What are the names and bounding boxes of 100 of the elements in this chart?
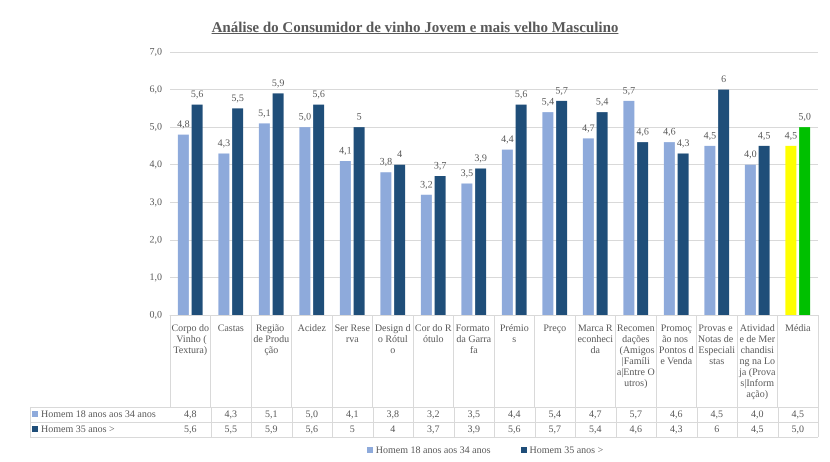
data-label: 3,8 (386, 408, 400, 422)
data-label: 3,7 (426, 423, 440, 437)
bar (799, 127, 810, 315)
bar (637, 142, 648, 315)
data-label: 4,3 (224, 408, 238, 422)
y-tick-label: 6,0 (150, 84, 162, 96)
bar (678, 153, 689, 315)
x-tick-label: Design do Rótulo (374, 323, 411, 356)
text: 5,6 (312, 89, 325, 100)
data-label: 5 (348, 423, 356, 437)
y-tick-label: 3,0 (150, 196, 162, 208)
text: 6 (721, 74, 726, 86)
data-label: 5,9 (264, 423, 278, 437)
data-label: 3,5 (466, 408, 481, 422)
bar (313, 104, 324, 315)
y-tick-label: 2,0 (150, 234, 162, 246)
chart-title: Análise do Consumidor de vinho Jovem e mais velho Masculino (210, 20, 620, 37)
bar (232, 108, 244, 315)
text: 4,5 (784, 130, 798, 142)
data-label: 4,6 (669, 408, 684, 422)
bar (178, 134, 189, 315)
text: 4,0 (744, 149, 757, 160)
bar (218, 153, 230, 315)
text: 4,6 (636, 126, 649, 138)
bar (272, 93, 284, 315)
y-tick-label: 1,0 (150, 272, 162, 283)
x-tick-label: Provas e Notas de Especialistas (698, 323, 736, 367)
bar (596, 112, 608, 315)
text: 4,5 (704, 130, 716, 142)
bar (461, 184, 472, 315)
x-tick-label: Formato da Garrafa (456, 323, 492, 356)
text: 5,1 (258, 108, 271, 119)
x-tick-label: Média (784, 323, 812, 334)
text: 5,0 (798, 112, 811, 123)
data-label: 6 (713, 423, 720, 437)
x-tick-label: Prémios (500, 323, 529, 345)
data-label: 4,7 (588, 408, 602, 422)
x-tick-label: Preço (543, 323, 566, 334)
x-tick-label: Região de Produção (253, 323, 290, 356)
text: 5,6 (190, 89, 204, 100)
data-label: 4,5 (750, 423, 764, 437)
data-label: 5,4 (588, 423, 602, 437)
text: 3,2 (420, 179, 433, 190)
y-tick-label: 5,0 (150, 122, 162, 133)
bar (394, 164, 406, 315)
x-tick-label: Marca Reconhecida (577, 323, 614, 356)
text: 5,7 (622, 85, 636, 96)
x-tick-label: Ser Reserva (334, 323, 370, 345)
bar (420, 194, 432, 315)
data-label: 5,7 (628, 408, 643, 422)
text: 5,4 (542, 96, 554, 108)
data-label: 4 (389, 423, 396, 437)
text: 4,4 (501, 134, 514, 146)
x-tick-label: Acidez (298, 323, 326, 334)
x-tick-label: Corpo do Vinho (Textura) (172, 323, 209, 356)
text: 5,4 (596, 96, 608, 108)
bar (744, 164, 756, 315)
text: 3,7 (434, 160, 446, 172)
text: 4,7 (582, 122, 595, 134)
text: 4,3 (676, 138, 690, 149)
text: 5,6 (514, 89, 528, 100)
data-label: 4,5 (710, 408, 724, 422)
y-tick-label: 7,0 (150, 46, 162, 58)
data-label: 4,1 (345, 408, 360, 422)
y-tick-label: 4,0 (150, 159, 162, 170)
bar (718, 90, 730, 315)
text: 4,6 (663, 126, 676, 138)
data-label: 5,6 (183, 423, 198, 437)
bar (556, 100, 568, 315)
x-tick-label: Recomendações (Amigos|Família|Entre Outros) (616, 323, 655, 389)
data-label: 4,4 (507, 408, 522, 422)
text: 3,5 (460, 168, 474, 179)
bar (582, 138, 594, 315)
text: 5 (356, 112, 362, 123)
bar (354, 127, 365, 315)
data-label: 4,5 (790, 408, 805, 422)
text: 4,3 (218, 138, 230, 149)
bar (380, 172, 392, 315)
data-label: 4,0 (750, 408, 764, 422)
data-label: 5,6 (304, 423, 319, 437)
bar (758, 146, 770, 315)
bar (340, 160, 351, 315)
data-label: 3,2 (426, 408, 440, 422)
text: Homem 35 anos > (41, 424, 115, 435)
text: 4,5 (758, 130, 770, 142)
bar (258, 123, 270, 315)
bar (704, 146, 716, 315)
text: 4,1 (339, 145, 352, 156)
bar (502, 150, 513, 315)
text: 5,7 (555, 85, 568, 96)
text: 4 (397, 149, 402, 160)
data-label: 4,8 (183, 408, 198, 422)
x-tick-label: Atividade de Merchandising na Loja (Provas|Informação) (738, 323, 776, 400)
data-label: 4,3 (669, 423, 684, 437)
bar (299, 127, 310, 315)
bar (475, 168, 486, 315)
text: 4,8 (177, 119, 190, 130)
data-label: 3,9 (466, 423, 481, 437)
x-tick-label: Cor do Rótulo (414, 323, 452, 345)
bar (542, 112, 554, 315)
